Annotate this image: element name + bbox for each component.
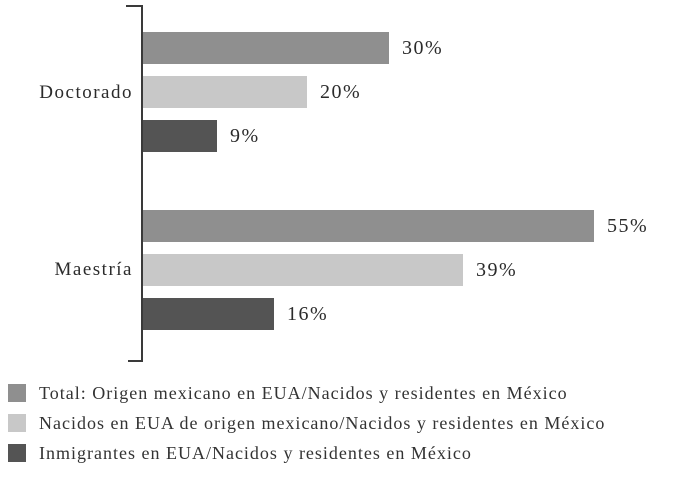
value-label-maestra-series-1: 39%: [476, 259, 518, 281]
bar-maestra-series-1: [143, 254, 463, 286]
axis-tick-bottom: [128, 360, 143, 362]
bar-maestra-series-0: [143, 210, 594, 242]
category-axis-line: [141, 5, 143, 362]
bar-doctorado-series-2: [143, 120, 217, 152]
legend-label-nacidos: Nacidos en EUA de origen mexicano/Nacido…: [39, 412, 606, 433]
chart-plot-area: Doctorado Maestría 30% 20% 9% 55% 39% 16%: [39, 5, 649, 362]
legend-item-inmigrantes: Inmigrantes en EUA/Nacidos y residentes …: [8, 438, 683, 468]
legend-swatch-total: [8, 384, 26, 402]
legend-swatch-inmigrantes: [8, 444, 26, 462]
category-label-doctorado: Doctorado: [39, 82, 133, 103]
value-label-doctorado-series-2: 9%: [230, 125, 260, 147]
value-label-maestra-series-2: 16%: [287, 303, 329, 325]
value-label-doctorado-series-0: 30%: [402, 37, 444, 59]
bar-doctorado-series-1: [143, 76, 307, 108]
legend-item-nacidos: Nacidos en EUA de origen mexicano/Nacido…: [8, 408, 683, 438]
legend-label-total: Total: Origen mexicano en EUA/Nacidos y …: [39, 382, 568, 403]
value-label-maestra-series-0: 55%: [607, 215, 649, 237]
bar-doctorado-series-0: [143, 32, 389, 64]
category-label-maestria: Maestría: [54, 259, 133, 280]
value-label-doctorado-series-1: 20%: [320, 81, 362, 103]
legend-item-total: Total: Origen mexicano en EUA/Nacidos y …: [8, 378, 683, 408]
legend: Total: Origen mexicano en EUA/Nacidos y …: [8, 378, 683, 468]
bar-maestra-series-2: [143, 298, 274, 330]
axis-tick-top: [126, 5, 143, 7]
legend-label-inmigrantes: Inmigrantes en EUA/Nacidos y residentes …: [39, 442, 472, 463]
legend-swatch-nacidos: [8, 414, 26, 432]
